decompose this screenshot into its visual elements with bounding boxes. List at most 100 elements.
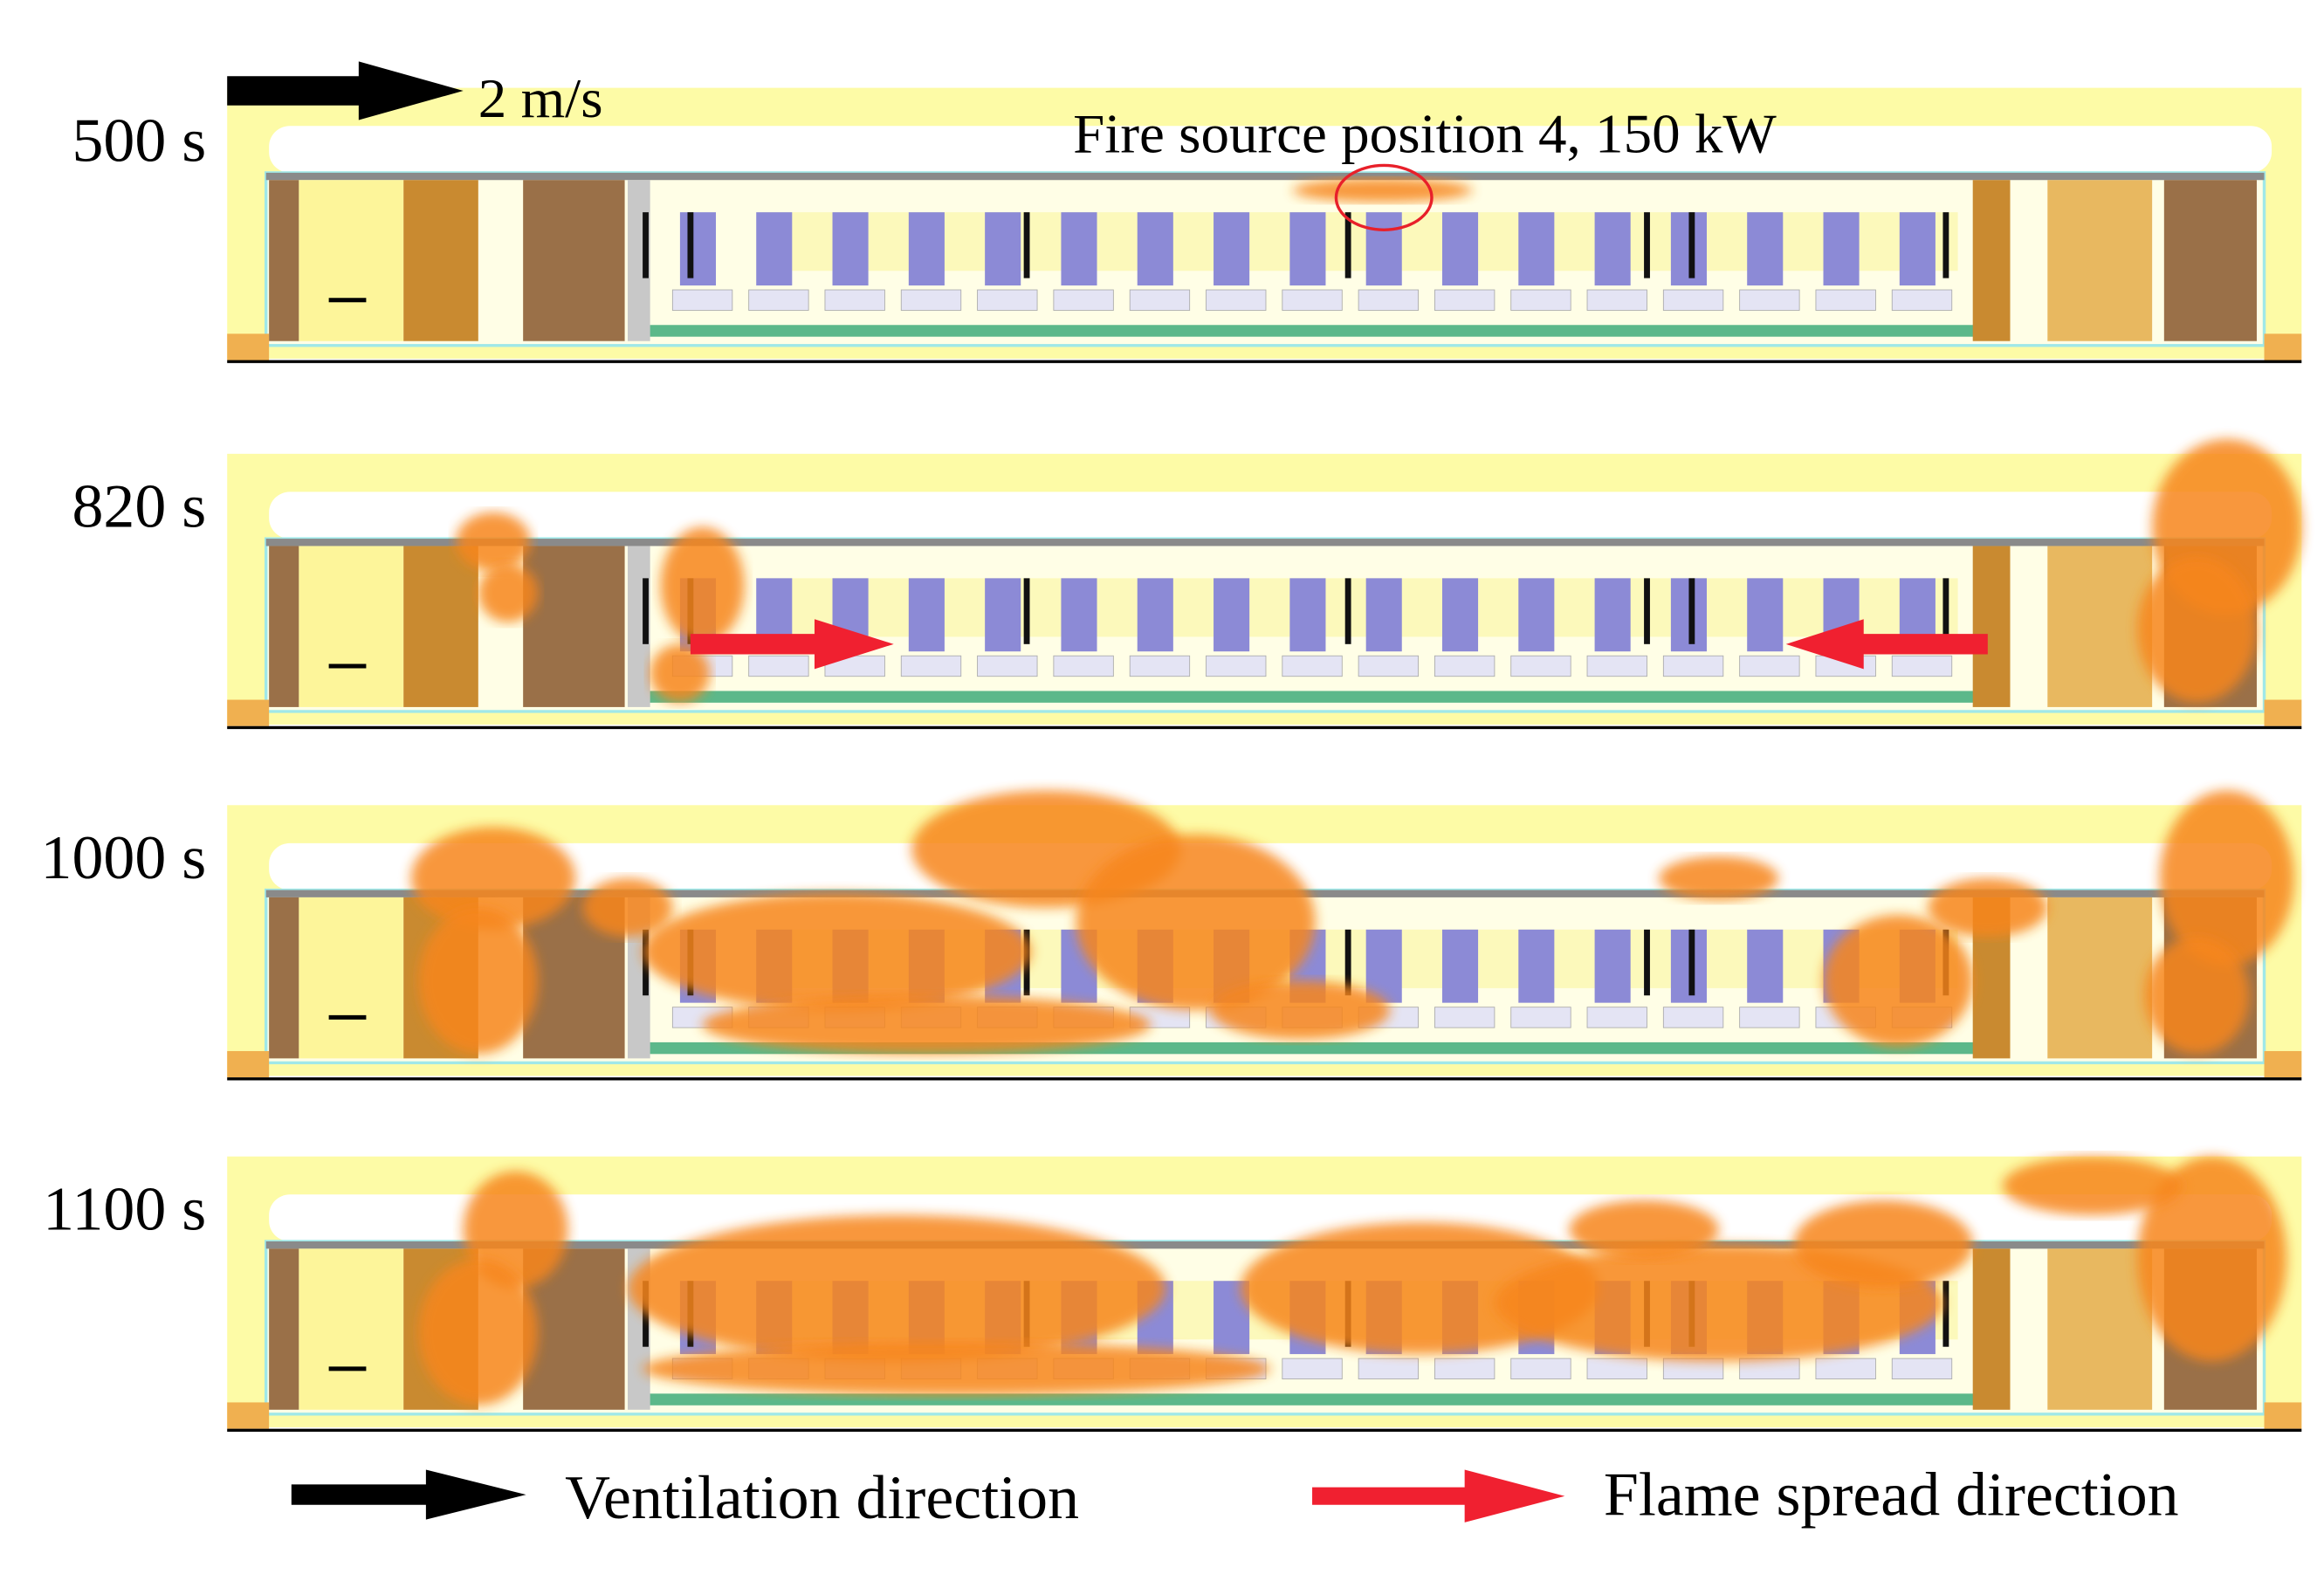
seat-base	[1358, 655, 1420, 677]
seat-base	[1282, 1358, 1343, 1380]
seat-back	[1214, 578, 1250, 652]
floor-strip	[643, 1393, 1988, 1406]
seat-back	[1441, 578, 1479, 652]
roof-strip	[265, 172, 2265, 181]
fire-smoke	[643, 892, 1032, 1011]
seat-back	[1594, 578, 1631, 652]
pole	[1023, 212, 1030, 278]
ground-strip	[2264, 1402, 2302, 1429]
fire-smoke	[2159, 790, 2294, 966]
cab-panel	[403, 180, 478, 341]
ground-strip	[227, 699, 270, 726]
cab-panel	[1972, 1248, 2011, 1410]
legend-ventilation-arrow	[291, 1469, 526, 1520]
seat-back	[1823, 212, 1860, 285]
fire-smoke	[1076, 834, 1316, 1011]
pole	[1688, 929, 1695, 996]
fire-smoke	[582, 878, 673, 938]
fire-smoke	[1793, 1200, 1973, 1289]
wind-arrow	[227, 61, 464, 120]
seat-back	[1594, 212, 1631, 285]
seat-base	[1206, 655, 1267, 677]
cab-panel	[1972, 546, 2011, 707]
fire-smoke	[463, 1171, 568, 1289]
fire-source-circle	[1334, 163, 1434, 231]
fire-smoke	[2137, 1156, 2287, 1362]
time-label: 1100 s	[43, 1176, 206, 1243]
ground-strip	[2264, 699, 2302, 726]
fire-smoke	[478, 563, 539, 622]
seat-base	[900, 655, 962, 677]
wind-speed-label: 2 m/s	[478, 68, 603, 129]
flame-arrow-right	[690, 619, 894, 670]
cab-panel	[299, 1248, 404, 1410]
seat-back	[1289, 212, 1326, 285]
seat-base	[1586, 1358, 1647, 1380]
fire-smoke	[1210, 980, 1391, 1040]
cab-panel	[269, 546, 299, 707]
seat-base	[1434, 1007, 1495, 1028]
pole	[1688, 212, 1695, 278]
cab-panel	[1972, 180, 2011, 341]
cab-panel	[299, 180, 404, 341]
pole	[1644, 212, 1650, 278]
flame-arrow-left	[1785, 619, 1988, 670]
seat-base	[1891, 655, 1953, 677]
seat-base	[1129, 655, 1191, 677]
cab-panel	[2163, 180, 2257, 341]
fire-smoke	[1823, 915, 1973, 1047]
cab-panel	[403, 546, 478, 707]
seat-base	[824, 289, 885, 311]
cab-panel	[299, 897, 404, 1059]
fire-smoke	[456, 512, 531, 571]
roof-strip	[265, 1241, 2265, 1249]
ceiling	[269, 491, 2272, 540]
pole	[1023, 578, 1030, 644]
pole	[643, 929, 649, 996]
cab-panel	[523, 180, 625, 341]
seat-base	[1510, 289, 1571, 311]
fire-smoke	[702, 995, 1152, 1055]
seat-base	[1891, 1358, 1953, 1380]
seat-back	[1365, 578, 1402, 652]
ground-strip	[227, 1402, 270, 1429]
panel: 1000 s	[41, 790, 2302, 1081]
panel: 820 s	[72, 439, 2302, 730]
seat-back	[1365, 929, 1402, 1003]
seat-back	[1747, 212, 1784, 285]
fire-smoke	[1569, 1200, 1719, 1260]
time-label: 500 s	[72, 107, 206, 175]
fire-smoke	[660, 526, 745, 644]
pole	[1644, 929, 1650, 996]
panel: 500 s	[72, 87, 2302, 363]
seat-base	[1358, 1358, 1420, 1380]
fire-smoke	[2144, 937, 2250, 1055]
fire-source-label: Fire source position 4, 150 kW	[1073, 103, 1777, 164]
cab-panel	[2047, 546, 2153, 707]
seat-base	[1586, 655, 1647, 677]
cab-panel	[2047, 897, 2153, 1059]
seat-base	[1662, 1007, 1724, 1028]
fire-smoke	[643, 1342, 1271, 1396]
seat-base	[1434, 1358, 1495, 1380]
time-label: 1000 s	[41, 825, 207, 892]
seat-back	[985, 212, 1021, 285]
seat-back	[1441, 212, 1479, 285]
ground-strip	[2264, 1050, 2302, 1078]
seat-back	[1137, 578, 1173, 652]
panels: 500 s 820 s 1000 s 1100 s	[41, 87, 2302, 1432]
seat-base	[1129, 289, 1191, 311]
seat-back	[1899, 212, 1936, 285]
seat-base	[1586, 289, 1647, 311]
seat-base	[1434, 289, 1495, 311]
pole	[687, 212, 694, 278]
seat-base	[1739, 289, 1800, 311]
seat-base	[671, 289, 733, 311]
seat-base	[1662, 1358, 1724, 1380]
pole	[1942, 1281, 1949, 1347]
fire-smoke	[1659, 856, 1779, 901]
pole	[1644, 578, 1650, 644]
seat-back	[679, 212, 716, 285]
seat-base	[1510, 1007, 1571, 1028]
